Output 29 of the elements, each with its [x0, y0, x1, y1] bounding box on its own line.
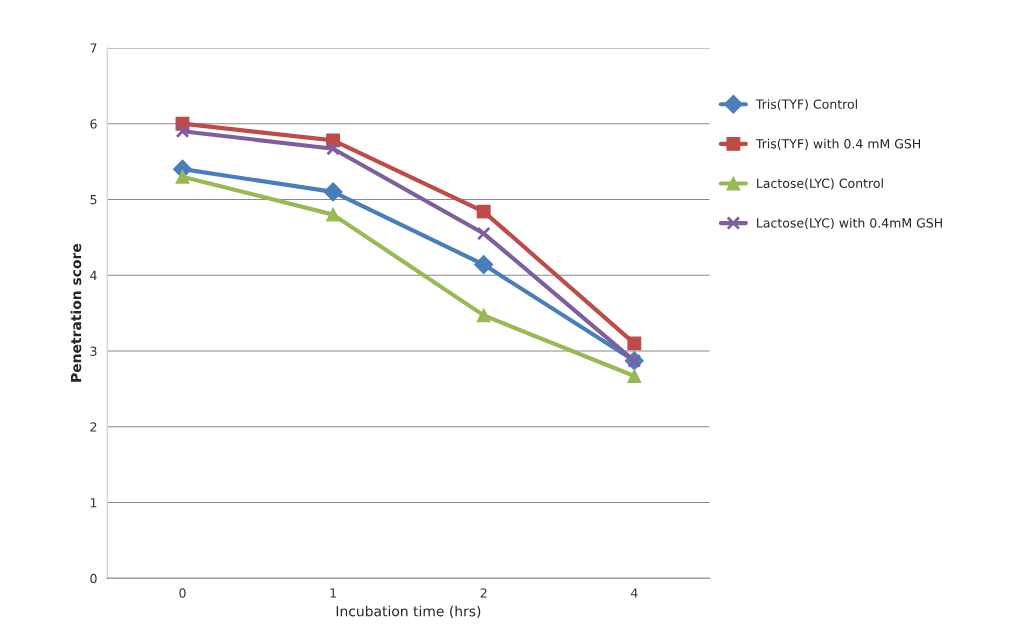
- y-tick-label: 1: [90, 498, 97, 508]
- y-tick-label: 7: [90, 43, 97, 53]
- y-tick-label: 5: [90, 195, 97, 205]
- point: [627, 336, 642, 351]
- legend-label: Lactose(LYC) with 0.4mM GSH: [757, 217, 942, 230]
- y-tick-label: 4: [90, 270, 97, 280]
- point: [326, 141, 341, 156]
- x-tick-label: 4: [630, 588, 638, 598]
- point: [476, 226, 491, 241]
- x-tick-label: 0: [179, 588, 186, 598]
- point: [476, 204, 491, 219]
- legend-label: Tris(TYF) with 0.4 mM GSH: [755, 138, 921, 150]
- point: [175, 124, 190, 139]
- x-tick-label: 1: [330, 588, 336, 598]
- point: [326, 207, 341, 222]
- point: [323, 182, 343, 202]
- legend-label: Lactose(LYC) Control: [757, 178, 883, 190]
- point: [474, 255, 494, 275]
- y-tick-label: 3: [90, 346, 97, 356]
- point: [175, 169, 190, 184]
- y-tick-label: 2: [90, 422, 97, 432]
- y-axis-title: Penetration score: [70, 243, 82, 382]
- x-axis-title: Incubation time (hrs): [336, 605, 481, 619]
- x-tick-label: 2: [480, 588, 487, 598]
- point: [627, 369, 642, 383]
- y-tick-label: 6: [90, 119, 97, 129]
- y-tick-label: 0: [90, 573, 97, 584]
- legend-label: Tris(TYF) Control: [755, 99, 857, 111]
- point: [476, 308, 491, 323]
